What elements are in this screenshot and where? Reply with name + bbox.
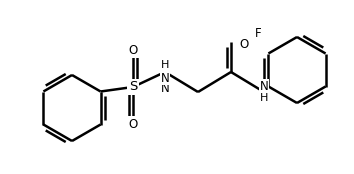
Text: O: O — [239, 38, 248, 50]
Text: H: H — [161, 60, 169, 70]
Text: H: H — [162, 61, 170, 71]
Text: N: N — [161, 82, 169, 95]
Text: S: S — [129, 81, 137, 93]
Text: N: N — [259, 80, 268, 93]
Text: O: O — [129, 117, 138, 130]
Text: H: H — [260, 93, 268, 103]
Text: O: O — [129, 44, 138, 57]
Text: N: N — [161, 72, 169, 85]
Text: F: F — [255, 27, 262, 40]
